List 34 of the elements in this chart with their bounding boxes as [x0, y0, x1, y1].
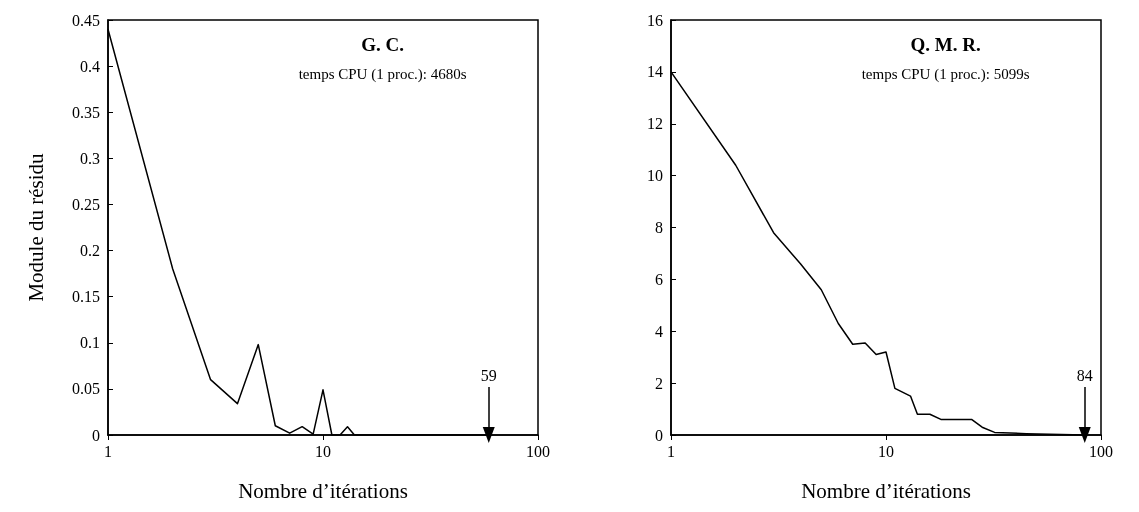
text: temps CPU (1 proc.): 4680s	[298, 65, 467, 83]
y-tick-label: 10	[647, 167, 663, 185]
x-tick-label: 1	[104, 442, 112, 460]
y-tick-label: 0	[92, 426, 100, 444]
annotation: 59	[480, 366, 497, 384]
y-axis-title: Module du résidu	[23, 152, 48, 302]
text: Q. M. R.	[910, 34, 981, 55]
y-tick-label: 2	[655, 374, 663, 392]
x-tick-label: 100	[526, 442, 550, 460]
y-tick-label: 4	[655, 322, 663, 340]
x-tick-label: 1	[667, 442, 675, 460]
y-tick-label: 8	[655, 219, 663, 236]
y-tick-label: 0	[655, 426, 663, 444]
y-tick-label: 0.3	[80, 149, 100, 167]
y-tick-label: 0.45	[72, 11, 100, 29]
y-tick-label: 0.4	[80, 57, 100, 75]
y-tick-label: 0.15	[72, 288, 100, 306]
x-tick-label: 100	[1089, 442, 1113, 460]
y-tick-label: 14	[647, 63, 663, 81]
x-axis-title: Nombre d’itérations	[801, 478, 971, 503]
x-tick-label: 10	[878, 442, 894, 460]
y-tick-label: 0.25	[72, 195, 100, 213]
y-tick-label: 0.35	[72, 103, 100, 121]
text: temps CPU (1 proc.): 5099s	[861, 65, 1030, 83]
x-axis-title: Nombre d’itérations	[238, 478, 408, 503]
y-tick-label: 0.05	[72, 380, 100, 398]
y-tick-label: 0.2	[80, 242, 100, 260]
y-tick-label: 12	[647, 115, 663, 133]
x-tick-label: 10	[315, 442, 331, 460]
y-tick-label: 6	[655, 270, 663, 288]
y-tick-label: 16	[647, 11, 663, 29]
text: G. C.	[361, 34, 404, 55]
annotation: 84	[1076, 366, 1093, 384]
y-tick-label: 0.1	[80, 334, 100, 352]
